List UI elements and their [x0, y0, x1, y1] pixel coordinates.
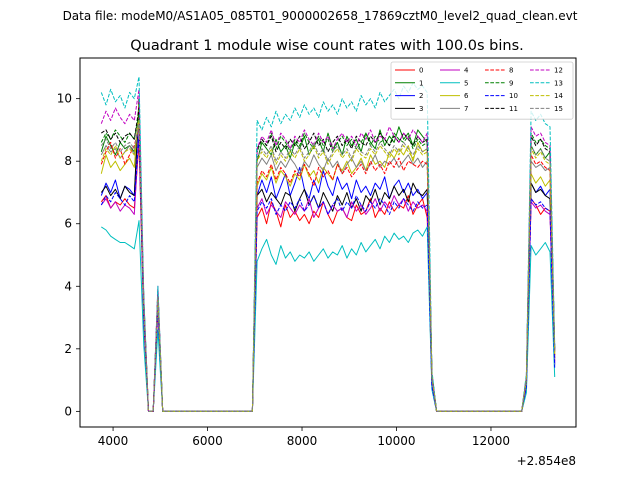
legend-label-13: 13 — [554, 79, 563, 87]
legend-label-10: 10 — [509, 92, 518, 100]
legend-label-1: 1 — [419, 79, 423, 87]
chart-title: Quadrant 1 module wise count rates with … — [130, 38, 524, 54]
y-tick-label: 8 — [64, 154, 72, 168]
y-tick-label: 0 — [64, 404, 72, 418]
plot-frame — [79, 57, 577, 428]
legend-label-5: 5 — [464, 79, 468, 87]
series-line-12 — [100, 88, 556, 412]
legend-label-15: 15 — [554, 105, 563, 113]
legend-box — [390, 61, 574, 120]
series-line-15 — [100, 123, 556, 412]
legend-label-4: 4 — [464, 67, 469, 75]
x-tick-label: 4000 — [98, 434, 129, 448]
x-axis-offset-label: +2.854e8 — [517, 454, 576, 468]
y-tick-label: 10 — [57, 92, 72, 106]
x-tick-label: 12000 — [472, 434, 510, 448]
legend-label-11: 11 — [509, 105, 518, 113]
y-axis: 0 2 4 6 8 10 — [57, 92, 80, 418]
series-line-4 — [100, 132, 556, 412]
y-tick-label: 2 — [64, 342, 72, 356]
x-axis: 4000 6000 8000 10000 12000 — [98, 427, 510, 448]
y-tick-label: 4 — [64, 279, 72, 293]
series-line-11 — [101, 107, 556, 412]
legend-label-14: 14 — [554, 92, 563, 100]
series-line-14 — [100, 120, 556, 412]
series-line-13 — [100, 76, 556, 412]
series-line-5 — [101, 220, 556, 412]
legend-label-0: 0 — [419, 67, 423, 75]
legend-label-6: 6 — [464, 92, 469, 100]
chart-suptitle: Data file: modeM0/AS1A05_085T01_90000026… — [63, 9, 578, 23]
legend-label-7: 7 — [464, 105, 468, 113]
series-line-8 — [100, 126, 556, 412]
series-line-2 — [100, 110, 556, 412]
legend-label-8: 8 — [509, 67, 513, 75]
y-tick-label: 6 — [64, 217, 72, 231]
series-layer — [100, 76, 556, 412]
legend-label-12: 12 — [554, 67, 563, 75]
x-tick-label: 6000 — [192, 434, 223, 448]
series-line-0 — [100, 141, 556, 412]
legend-label-9: 9 — [509, 79, 513, 87]
legend-label-3: 3 — [419, 105, 423, 113]
x-tick-label: 10000 — [377, 434, 415, 448]
x-tick-label: 8000 — [287, 434, 318, 448]
series-line-3 — [100, 98, 556, 412]
series-line-10 — [100, 135, 556, 412]
legend-label-2: 2 — [419, 92, 423, 100]
series-line-1 — [100, 123, 556, 412]
